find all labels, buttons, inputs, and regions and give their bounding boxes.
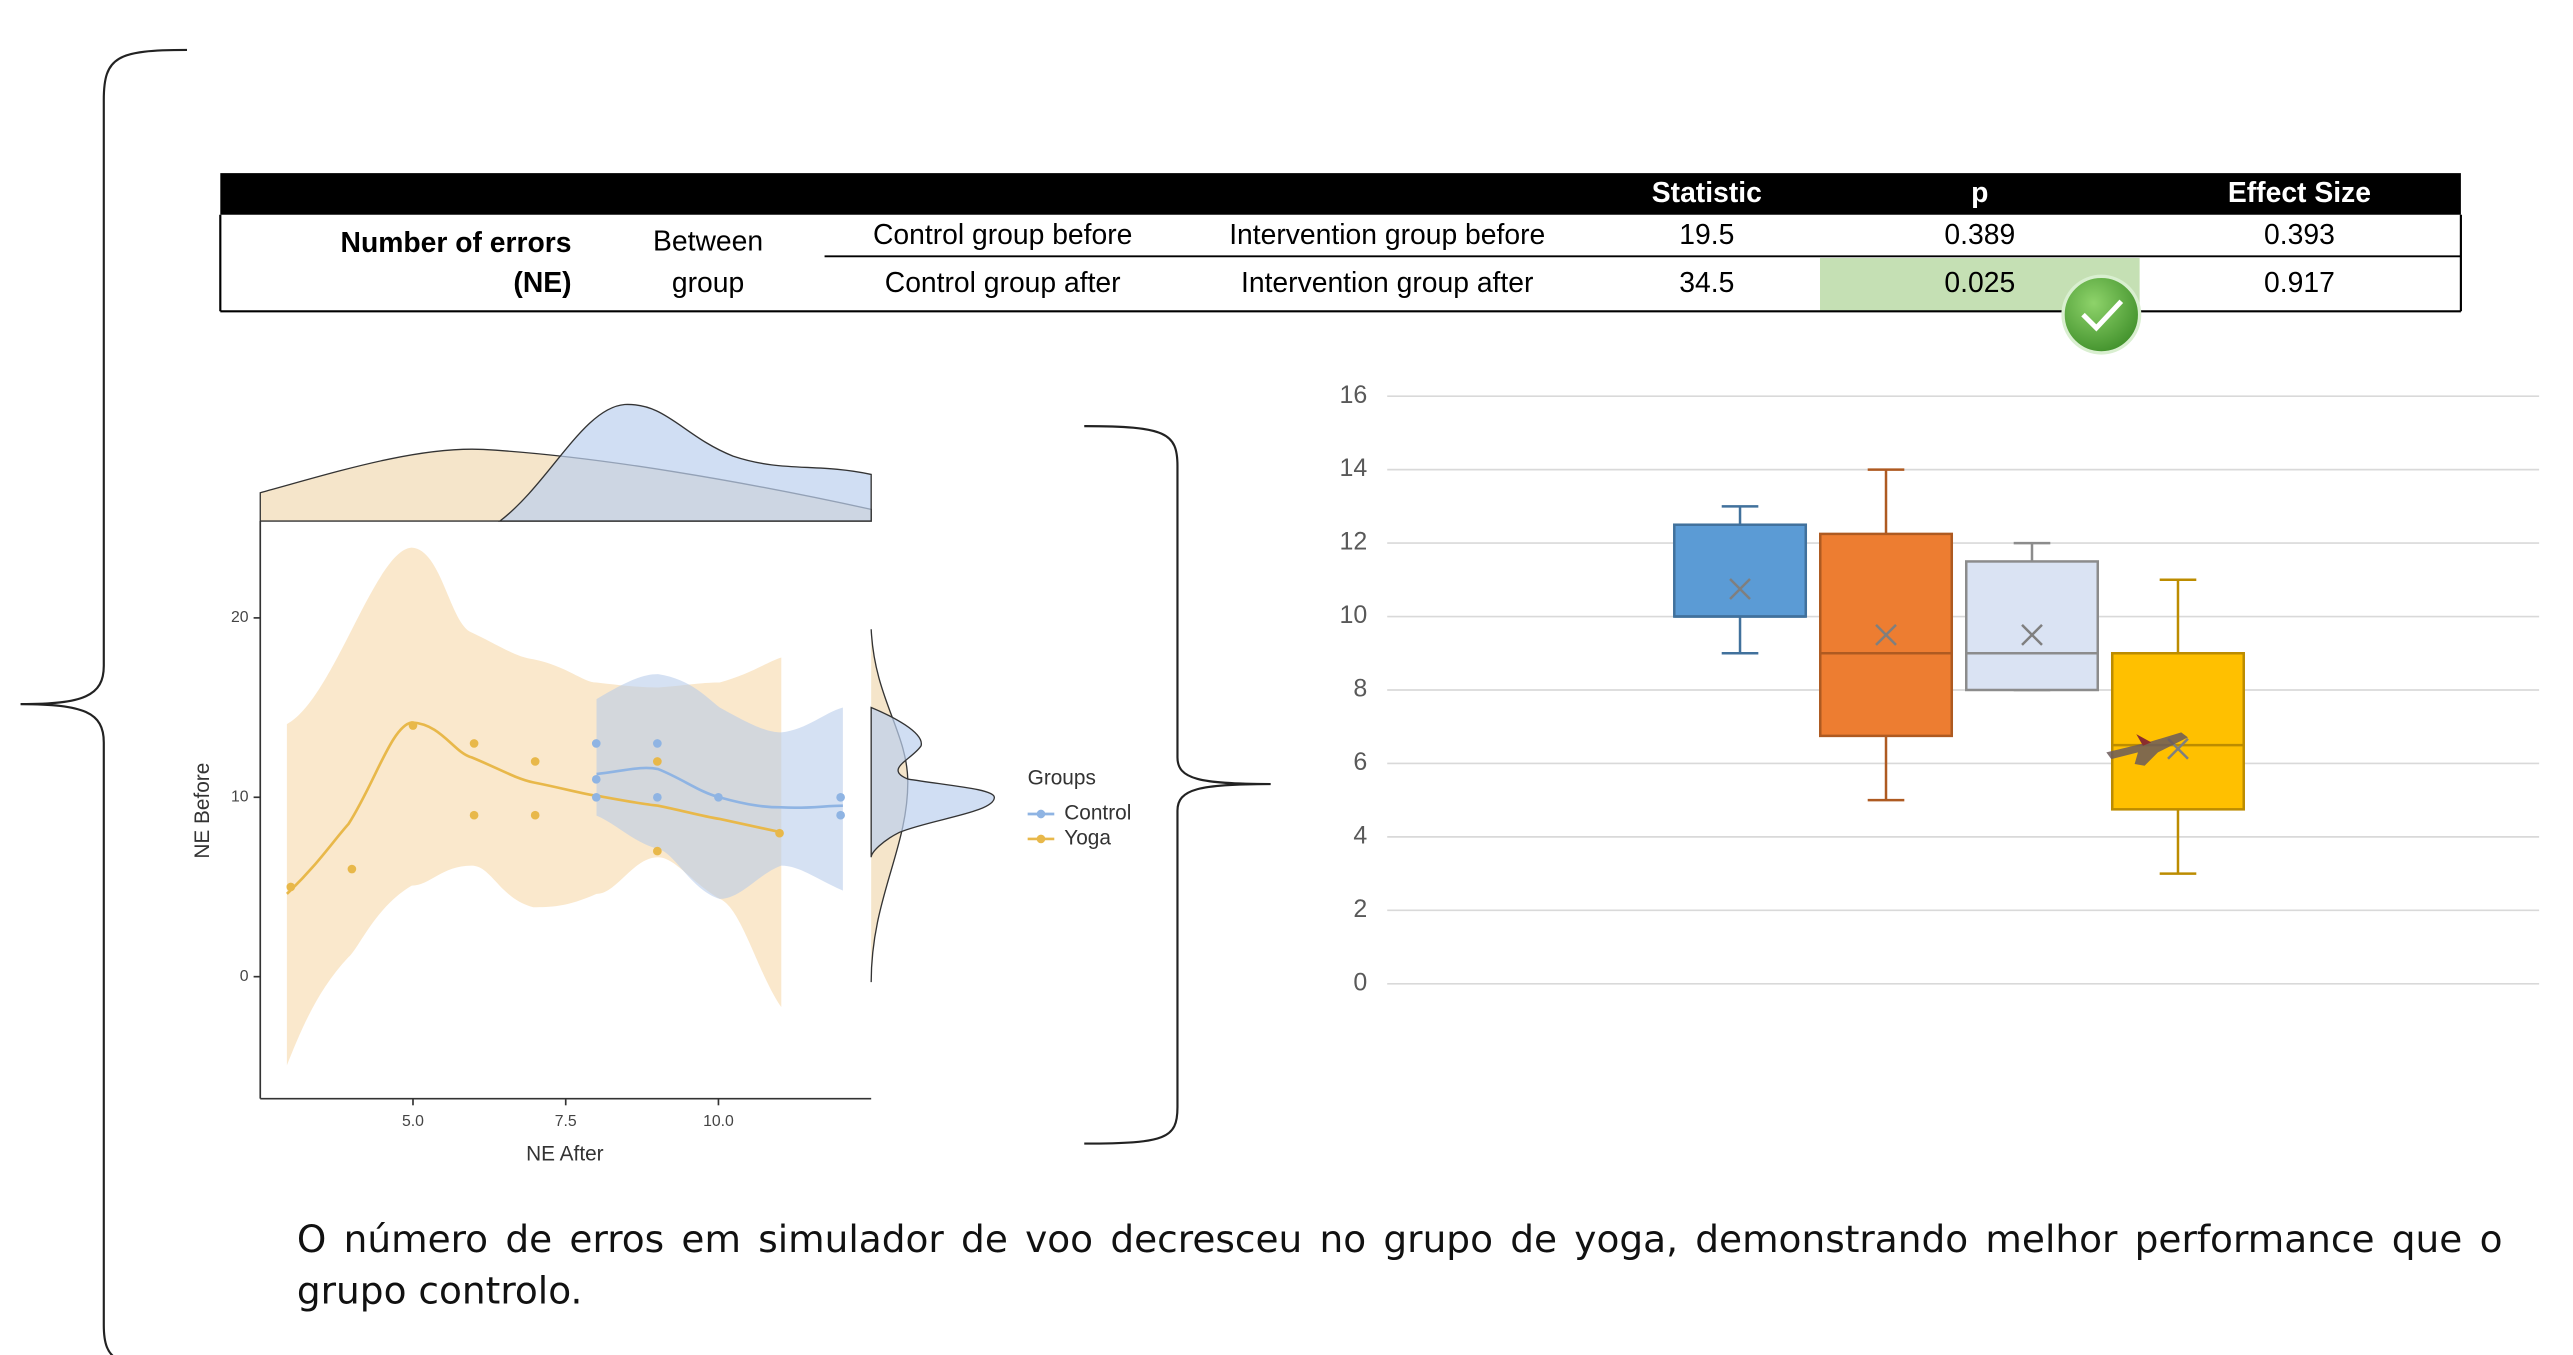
y-tick-label: 6 xyxy=(1353,748,1367,776)
x-tick-label: 7.5 xyxy=(555,1113,577,1130)
point xyxy=(592,793,601,802)
y-tick-label: 14 xyxy=(1339,454,1367,482)
cell: 0.389 xyxy=(1944,218,2015,250)
measure-label: Number of errors xyxy=(341,226,572,258)
cell: 0.917 xyxy=(2264,266,2335,298)
y-axis-title: NE Before xyxy=(191,763,214,859)
brace xyxy=(21,50,187,1355)
legend-key xyxy=(1037,810,1046,819)
point xyxy=(531,811,540,820)
point xyxy=(409,721,418,730)
column-header: Statistic xyxy=(1652,176,1762,208)
column-header: p xyxy=(1971,176,1988,208)
x-axis-title: NE After xyxy=(526,1143,604,1166)
y-tick-label: 0 xyxy=(240,968,249,985)
density-right xyxy=(871,707,994,857)
cell: 0.393 xyxy=(2264,218,2335,250)
box xyxy=(1966,561,2098,690)
box-chart: 0 2 4 6 8 10 12 14 16 xyxy=(1339,381,2539,997)
column-header: Effect Size xyxy=(2228,176,2371,208)
point xyxy=(592,739,601,748)
cell: 0.025 xyxy=(1944,266,2015,298)
point xyxy=(653,847,662,856)
caption: O número de erros em simulador de voo de… xyxy=(297,1215,2503,1318)
y-tick-label: 0 xyxy=(1353,968,1367,996)
point xyxy=(348,865,357,874)
point xyxy=(653,793,662,802)
x-tick-label: 10.0 xyxy=(703,1113,734,1130)
legend-title: Groups xyxy=(1028,767,1096,790)
box xyxy=(2112,653,2244,809)
legend-label: Yoga xyxy=(1064,826,1111,849)
box xyxy=(1674,525,1806,617)
x-tick-label: 5.0 xyxy=(402,1113,424,1130)
check-icon xyxy=(2063,276,2140,353)
point xyxy=(836,811,845,820)
legend-key xyxy=(1037,835,1046,844)
brace xyxy=(1084,426,1270,1143)
y-tick-label: 10 xyxy=(231,788,249,805)
point xyxy=(531,757,540,766)
cell: Control group after xyxy=(885,266,1121,298)
point xyxy=(653,739,662,748)
page: { "table": { "header": ["Statistic", "p"… xyxy=(0,0,2573,1355)
y-tick-label: 20 xyxy=(231,609,249,626)
cell: Intervention group after xyxy=(1241,266,1533,298)
legend-label: Control xyxy=(1064,801,1131,824)
comparison-label: group xyxy=(672,266,744,298)
y-tick-label: 16 xyxy=(1339,381,1367,409)
point xyxy=(470,739,479,748)
y-tick-label: 10 xyxy=(1339,601,1367,629)
point xyxy=(592,775,601,784)
slide: Statistic p Effect Size Number of errors… xyxy=(0,0,2573,1355)
y-tick-label: 8 xyxy=(1353,675,1367,703)
cell: Intervention group before xyxy=(1229,218,1545,250)
cell: Control group before xyxy=(873,218,1132,250)
comparison-label: Between xyxy=(653,225,763,257)
point xyxy=(775,829,784,838)
y-tick-label: 2 xyxy=(1353,895,1367,923)
point xyxy=(653,757,662,766)
point xyxy=(470,811,479,820)
caption-box: O número de erros em simulador de voo de… xyxy=(297,1215,2503,1332)
table-header xyxy=(220,173,2461,215)
y-tick-label: 4 xyxy=(1353,821,1367,849)
density-top xyxy=(500,404,871,521)
scatter-chart: NE After NE Before Groups 5.0 7.5 10.0 0 10 2… xyxy=(191,404,1131,1165)
point xyxy=(714,793,723,802)
point xyxy=(836,793,845,802)
y-tick-label: 12 xyxy=(1339,528,1367,556)
measure-label: (NE) xyxy=(513,266,571,298)
point xyxy=(286,883,295,892)
cell: 34.5 xyxy=(1679,266,1734,298)
cell: 19.5 xyxy=(1679,218,1734,250)
